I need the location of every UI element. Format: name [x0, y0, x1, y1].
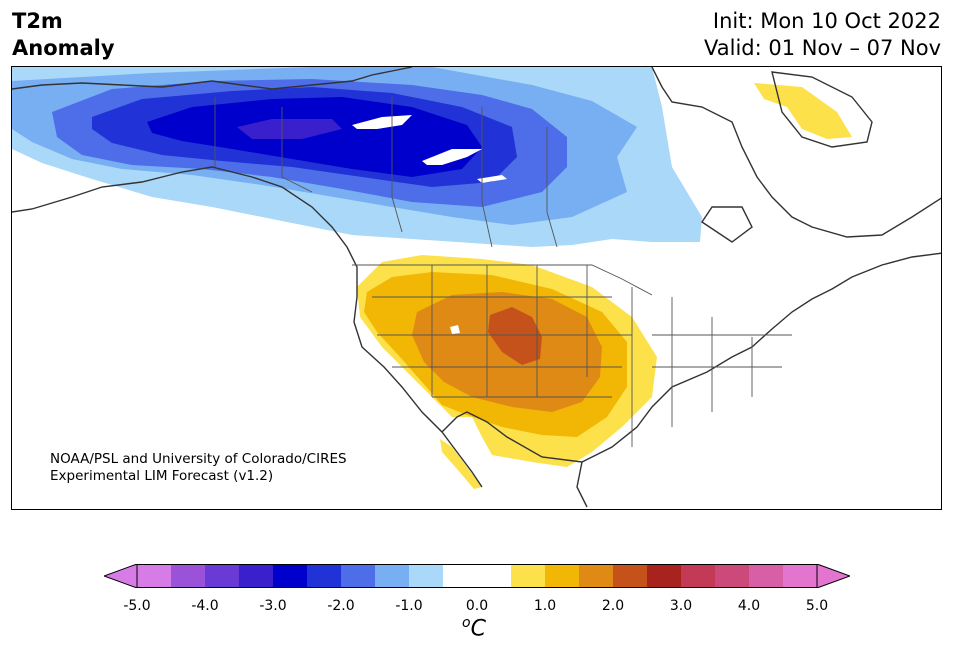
colorbar-segment — [239, 564, 274, 588]
map-canvas — [12, 67, 941, 508]
colorbar-segment — [477, 564, 512, 588]
unit-letter: C — [470, 616, 486, 642]
colorbar — [104, 564, 850, 588]
init-date: Init: Mon 10 Oct 2022 — [712, 9, 941, 33]
colorbar-segment — [443, 564, 478, 588]
colorbar-segment — [783, 564, 818, 588]
colorbar-frame — [136, 564, 818, 588]
lake-void-4 — [450, 325, 460, 334]
anomaly-map: NOAA/PSL and University of Colorado/CIRE… — [11, 66, 942, 510]
colorbar-tick-label: -1.0 — [395, 598, 423, 614]
colorbar-segment — [205, 564, 240, 588]
anomaly-band-plus-0-5-north — [754, 83, 852, 139]
colorbar-tick-label: 3.0 — [669, 598, 693, 614]
colorbar-tick-label: 5.0 — [805, 598, 829, 614]
title-line1: T2m — [12, 9, 63, 33]
colorbar-segment — [545, 564, 580, 588]
colorbar-segment — [579, 564, 614, 588]
colorbar-segment — [375, 564, 410, 588]
colorbar-unit-label: oC — [462, 615, 486, 641]
colorbar-segment — [715, 564, 750, 588]
anomaly-band-minus-3-0 — [237, 119, 342, 139]
colorbar-segment — [613, 564, 648, 588]
colorbar-segment — [409, 564, 444, 588]
colorbar-tick-label: -4.0 — [191, 598, 219, 614]
colorbar-segment — [681, 564, 716, 588]
map-title: T2m Anomaly — [12, 8, 115, 62]
colorbar-segment — [647, 564, 682, 588]
lake-void-3 — [477, 175, 507, 183]
colorbar-tick-label: -3.0 — [259, 598, 287, 614]
colorbar-tick-label: 4.0 — [737, 598, 761, 614]
forecast-dates: Init: Mon 10 Oct 2022 Valid: 01 Nov – 07… — [704, 8, 941, 62]
colorbar-segment — [749, 564, 784, 588]
coastlines — [12, 67, 941, 508]
valid-date: Valid: 01 Nov – 07 Nov — [704, 36, 941, 60]
colorbar-segment — [273, 564, 308, 588]
credit-line2: Experimental LIM Forecast (v1.2) — [50, 468, 274, 484]
colorbar-tick-label: 0.0 — [465, 598, 489, 614]
credit-line1: NOAA/PSL and University of Colorado/CIRE… — [50, 451, 347, 467]
anomaly-band-plus-2-0 — [488, 307, 542, 365]
colorbar-under-arrow — [104, 564, 138, 588]
colorbar-segment — [307, 564, 342, 588]
colorbar-segment — [171, 564, 206, 588]
lake-void-2 — [422, 149, 482, 165]
title-line2: Anomaly — [12, 36, 115, 60]
colorbar-tick-label: 1.0 — [533, 598, 557, 614]
colorbar-tick-label: -5.0 — [123, 598, 151, 614]
unit-degree-sup: o — [462, 615, 471, 631]
credit-text: NOAA/PSL and University of Colorado/CIRE… — [50, 451, 347, 485]
colorbar-segment — [341, 564, 376, 588]
colorbar-over-arrow — [816, 564, 850, 588]
lake-void-1 — [352, 115, 412, 129]
colorbar-segment — [511, 564, 546, 588]
colorbar-tick-label: -2.0 — [327, 598, 355, 614]
colorbar-tick-label: 2.0 — [601, 598, 625, 614]
colorbar-segment — [137, 564, 172, 588]
political-borders — [214, 97, 792, 447]
